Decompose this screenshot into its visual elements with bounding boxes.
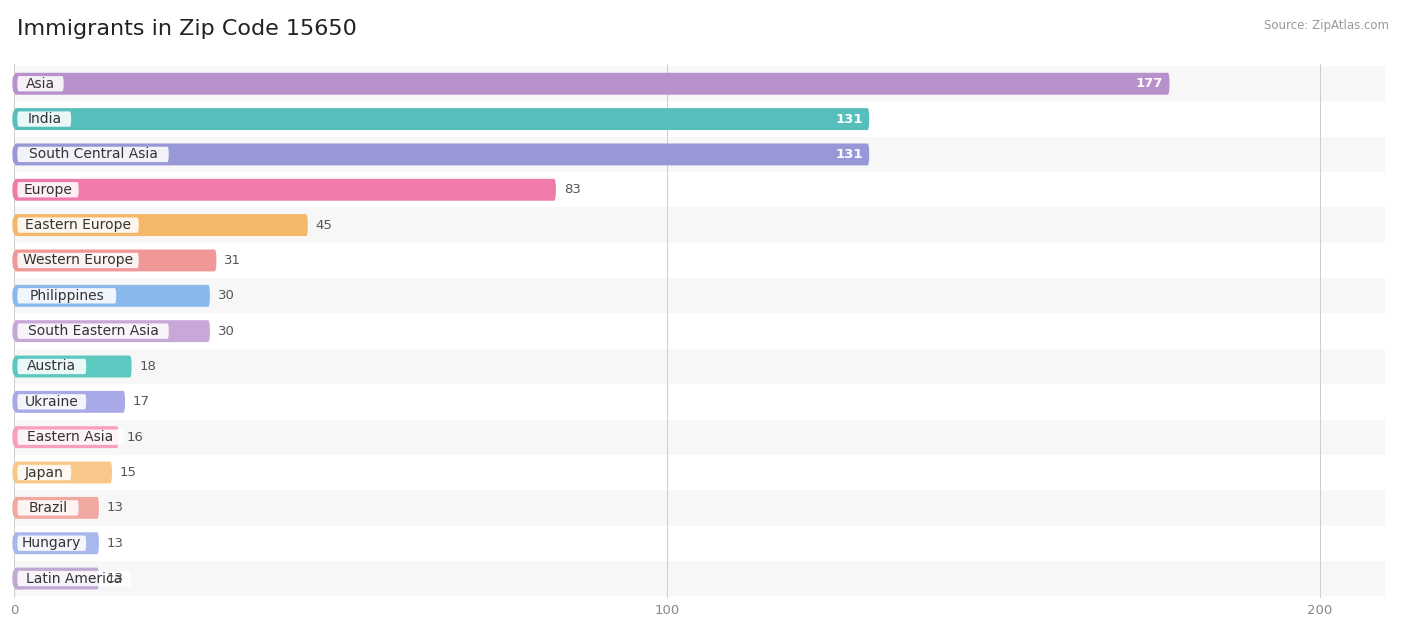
Text: 13: 13 [107, 572, 124, 585]
Text: Latin America: Latin America [27, 572, 122, 586]
Text: 13: 13 [107, 502, 124, 514]
Text: South Central Asia: South Central Asia [28, 147, 157, 161]
FancyBboxPatch shape [17, 359, 86, 374]
FancyBboxPatch shape [14, 462, 112, 484]
FancyBboxPatch shape [17, 465, 72, 480]
Bar [14, 102, 1385, 137]
Text: Western Europe: Western Europe [22, 253, 134, 267]
Text: India: India [27, 112, 62, 126]
Circle shape [13, 536, 15, 551]
Text: 45: 45 [316, 219, 333, 231]
FancyBboxPatch shape [17, 147, 169, 162]
Bar [14, 66, 1385, 102]
Bar [14, 137, 1385, 172]
Bar [14, 243, 1385, 278]
Text: Source: ZipAtlas.com: Source: ZipAtlas.com [1264, 19, 1389, 32]
FancyBboxPatch shape [14, 285, 209, 307]
FancyBboxPatch shape [17, 182, 79, 197]
Text: Eastern Asia: Eastern Asia [27, 430, 114, 444]
FancyBboxPatch shape [14, 214, 308, 236]
FancyBboxPatch shape [14, 249, 217, 271]
Circle shape [13, 465, 15, 480]
FancyBboxPatch shape [17, 253, 139, 268]
Circle shape [13, 76, 15, 92]
Bar [14, 561, 1385, 596]
Text: 30: 30 [218, 289, 235, 302]
FancyBboxPatch shape [17, 430, 124, 445]
Text: 13: 13 [107, 537, 124, 550]
FancyBboxPatch shape [17, 500, 79, 516]
FancyBboxPatch shape [17, 217, 139, 233]
Text: Japan: Japan [25, 466, 63, 480]
FancyBboxPatch shape [14, 143, 869, 165]
Text: Hungary: Hungary [22, 536, 82, 550]
FancyBboxPatch shape [17, 536, 86, 551]
Text: 16: 16 [127, 431, 143, 444]
Circle shape [13, 323, 15, 339]
FancyBboxPatch shape [17, 288, 117, 303]
FancyBboxPatch shape [14, 497, 98, 519]
Circle shape [13, 147, 15, 162]
Bar [14, 525, 1385, 561]
Bar [14, 278, 1385, 314]
Text: Eastern Europe: Eastern Europe [25, 218, 131, 232]
Text: 83: 83 [564, 183, 581, 196]
Text: 17: 17 [134, 395, 150, 408]
Text: Asia: Asia [25, 77, 55, 91]
Circle shape [13, 253, 15, 268]
FancyBboxPatch shape [14, 532, 98, 554]
Text: 18: 18 [139, 360, 156, 373]
Circle shape [13, 182, 15, 197]
Text: 177: 177 [1136, 77, 1163, 90]
Bar [14, 419, 1385, 455]
Text: South Eastern Asia: South Eastern Asia [28, 324, 159, 338]
Bar [14, 314, 1385, 349]
Bar [14, 384, 1385, 419]
Text: 30: 30 [218, 325, 235, 338]
FancyBboxPatch shape [17, 323, 169, 339]
Bar [14, 349, 1385, 384]
Text: Europe: Europe [24, 183, 73, 197]
Text: Austria: Austria [27, 359, 76, 374]
FancyBboxPatch shape [17, 571, 131, 586]
Text: 31: 31 [225, 254, 242, 267]
FancyBboxPatch shape [17, 76, 63, 91]
FancyBboxPatch shape [14, 73, 1170, 95]
FancyBboxPatch shape [14, 108, 869, 130]
Text: Immigrants in Zip Code 15650: Immigrants in Zip Code 15650 [17, 19, 357, 39]
FancyBboxPatch shape [14, 426, 118, 448]
Circle shape [13, 500, 15, 516]
FancyBboxPatch shape [17, 394, 86, 410]
FancyBboxPatch shape [14, 568, 98, 590]
Circle shape [13, 288, 15, 303]
Text: 131: 131 [835, 113, 863, 125]
Bar [14, 172, 1385, 208]
Circle shape [13, 359, 15, 374]
Text: Philippines: Philippines [30, 289, 104, 303]
FancyBboxPatch shape [14, 391, 125, 413]
Text: Brazil: Brazil [28, 501, 67, 515]
FancyBboxPatch shape [14, 179, 555, 201]
Circle shape [13, 430, 15, 445]
FancyBboxPatch shape [17, 111, 72, 127]
Text: Ukraine: Ukraine [25, 395, 79, 409]
FancyBboxPatch shape [14, 320, 209, 342]
Circle shape [13, 570, 15, 586]
Bar [14, 208, 1385, 243]
FancyBboxPatch shape [14, 356, 132, 377]
Circle shape [13, 217, 15, 233]
Circle shape [13, 394, 15, 410]
Text: 131: 131 [835, 148, 863, 161]
Bar [14, 455, 1385, 490]
Bar [14, 490, 1385, 525]
Text: 15: 15 [120, 466, 136, 479]
Circle shape [13, 111, 15, 127]
